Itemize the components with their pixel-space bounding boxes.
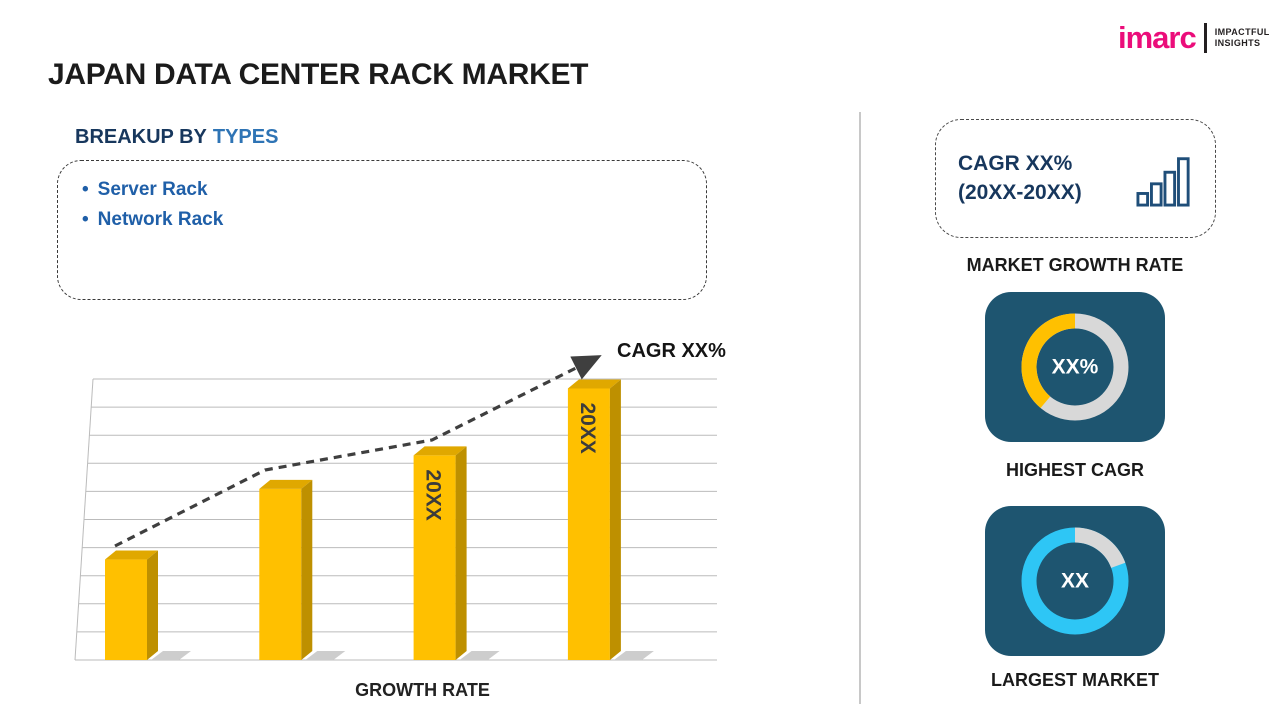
bullet: • [82,179,89,200]
list-item: • Network Rack [82,205,682,235]
largest-market-label: LARGEST MARKET [991,670,1159,690]
largest-market-card: XX [985,506,1165,656]
bar-shadow [613,651,654,660]
cagr-box-line2: (20XX-20XX) [958,180,1082,204]
logo-divider [1203,22,1207,53]
highest-cagr-label: HIGHEST CAGR [1005,460,1144,480]
bar-side [147,550,158,660]
bar-shadow [151,651,191,660]
cagr-box: CAGR XX% (20XX-20XX) [935,119,1216,238]
bar-front [105,559,147,660]
chart-x-label: GROWTH RATE [355,680,490,700]
logo-tagline: IMPACTFUL INSIGHTS [1215,27,1270,49]
largest-market-donut: XX [1021,527,1129,635]
trend-line [114,355,602,548]
logo-tagline-line1: IMPACTFUL [1214,26,1270,37]
logo-tagline-line2: INSIGHTS [1214,37,1261,48]
bullet: • [82,209,89,231]
market-growth-rate-label: MARKET GROWTH RATE [966,255,1184,275]
bar-side [455,446,467,660]
trend-annotation: CAGR XX% [617,340,726,362]
highest-cagr-card: XX% [985,292,1165,442]
list-item-text: Network Rack [97,209,224,231]
page-title: JAPAN DATA CENTER RACK MARKET [48,58,589,91]
breakup-heading-highlight: TYPES [212,126,279,148]
imarc-logo: imarc IMPACTFUL INSIGHTS [1118,22,1270,53]
bar-shadow [459,651,500,660]
bar-label: 20XX [422,469,445,520]
vertical-divider [859,112,861,704]
donut-segment-gray [1074,527,1126,569]
bar-shadow [305,651,346,660]
list-item: • Server Rack [82,175,682,205]
donut-segment-gold [1021,313,1076,408]
bar-label: 20XX [576,402,599,453]
bar-top [567,379,621,389]
bar-side [301,479,313,660]
highest-cagr-donut: XX% [1021,313,1129,421]
axis-left [74,378,94,661]
bar-front [259,488,302,660]
cagr-box-text: CAGR XX% (20XX-20XX) [958,150,1082,207]
imarc-logo-text: imarc [1118,20,1197,55]
breakup-heading-prefix: BREAKUP BY [75,126,207,148]
types-list: • Server Rack • Network Rack [82,175,682,236]
chart-area: 20XX 20XX [60,346,740,672]
list-item-text: Server Rack [97,179,208,200]
cagr-box-line1: CAGR XX% [958,152,1073,176]
bar-chart-icon [1136,156,1190,207]
bar-top [259,479,313,489]
highest-cagr-value: XX% [1052,356,1099,379]
breakup-heading: BREAKUP BY TYPES [75,126,278,149]
growth-bar-chart: 20XX 20XX [74,355,717,661]
largest-market-value: XX [1061,570,1089,593]
bar-top [413,446,467,456]
types-box: • Server Rack • Network Rack [57,160,707,300]
bar-front [567,388,610,660]
bar-side [609,379,621,660]
bar-front [413,455,456,660]
bar-top [105,550,158,560]
